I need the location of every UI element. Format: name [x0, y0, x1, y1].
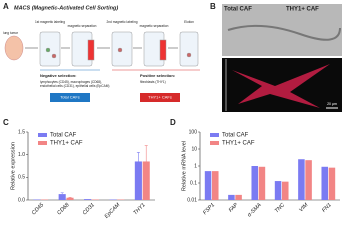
bar — [211, 171, 219, 200]
image-label: THY1+ CAF — [286, 7, 319, 13]
bar — [142, 161, 150, 200]
step-label: 1st magnetic labeling — [35, 20, 65, 24]
legend-swatch — [210, 133, 219, 137]
x-tick-label: CD31 — [82, 202, 96, 216]
scale-bar-label: 20 μm — [327, 102, 337, 106]
step-label: 2nd magnetic labeling — [106, 20, 137, 24]
positive-button-label: THY1+ CAFs — [148, 95, 172, 100]
negative-button — [50, 93, 90, 102]
legend-swatch — [38, 141, 47, 145]
tissue-icon — [4, 35, 24, 61]
y-tick-label: 0.01 — [187, 197, 197, 203]
y-tick-label: 10 — [191, 146, 197, 152]
x-tick-label: FSP1 — [202, 202, 216, 216]
bar — [84, 199, 92, 200]
bar — [204, 171, 212, 200]
y-tick-label: 0.5 — [18, 175, 25, 181]
bar — [281, 181, 289, 200]
bar — [305, 160, 312, 200]
legend-label: Total CAF — [50, 133, 77, 139]
y-tick-label: 0.0 — [18, 197, 25, 203]
legend-swatch — [210, 141, 219, 145]
positive-text: fibroblasts (THY1) — [140, 80, 166, 84]
x-tick-label: THY1 — [133, 202, 147, 216]
x-tick-label: VIM — [298, 202, 309, 213]
tubes — [39, 31, 199, 67]
y-axis-label: Relative mRNA level — [181, 141, 187, 191]
cell-fluorescence — [232, 64, 330, 108]
negative-text: endothelial cells (CD31), epithelial cel… — [40, 84, 109, 88]
bar — [58, 194, 66, 200]
panel-label: D — [170, 118, 176, 127]
bar — [328, 167, 336, 200]
negative-text: lymphocytes (CD45), macrophages (CD68), — [40, 80, 102, 84]
x-tick-label: FAP — [228, 202, 240, 214]
step-label: Elution — [184, 20, 194, 24]
bar — [321, 166, 329, 200]
image-label: Total CAF — [224, 7, 252, 13]
y-tick-label: 1.0 — [18, 152, 25, 158]
negative-button-label: Total CAFs — [60, 95, 80, 100]
bar — [228, 194, 235, 200]
y-tick-label: 1.5 — [18, 129, 25, 135]
positive-title: Positive selection: — [140, 73, 175, 78]
tissue-label: lung tumor — [3, 31, 19, 35]
y-tick-label: 0.1 — [190, 180, 197, 186]
y-tick-label: 100 — [189, 129, 198, 135]
panel-label: C — [3, 118, 9, 127]
y-tick-label: 1 — [194, 163, 197, 169]
bar — [258, 166, 266, 200]
error-bar — [136, 152, 140, 162]
error-bar — [144, 145, 148, 162]
legend-label: THY1+ CAF — [222, 141, 255, 147]
bar — [274, 181, 282, 200]
micrograph-brightfield — [222, 4, 342, 56]
bar — [134, 161, 142, 200]
x-tick-label: EpCAM — [104, 202, 122, 220]
x-tick-label: TNC — [274, 202, 286, 214]
bar — [235, 194, 242, 200]
legend-label: Total CAF — [222, 133, 249, 139]
legend-swatch — [38, 133, 47, 137]
x-tick-label: α-SMA — [247, 202, 263, 218]
step-label: magnetic separation — [140, 24, 169, 28]
diagram-title: MACS (Magnetic-Activated Cell Sorting) — [14, 5, 118, 11]
x-tick-label: CD68 — [56, 202, 71, 217]
panel-label: B — [210, 2, 216, 11]
panel-label: A — [3, 2, 9, 11]
step-label: magnetic separation — [68, 24, 97, 28]
error-bar — [60, 192, 64, 195]
positive-button — [140, 93, 180, 102]
negative-title: Negative selection: — [40, 73, 76, 78]
bar — [298, 159, 305, 200]
bar — [251, 166, 259, 200]
legend-label: THY1+ CAF — [50, 141, 83, 147]
x-tick-label: CD45 — [31, 202, 46, 217]
bar — [66, 197, 74, 200]
y-axis-label: Relative expression — [10, 142, 16, 190]
x-tick-label: FN1 — [321, 202, 333, 214]
cell-shape — [227, 24, 341, 41]
